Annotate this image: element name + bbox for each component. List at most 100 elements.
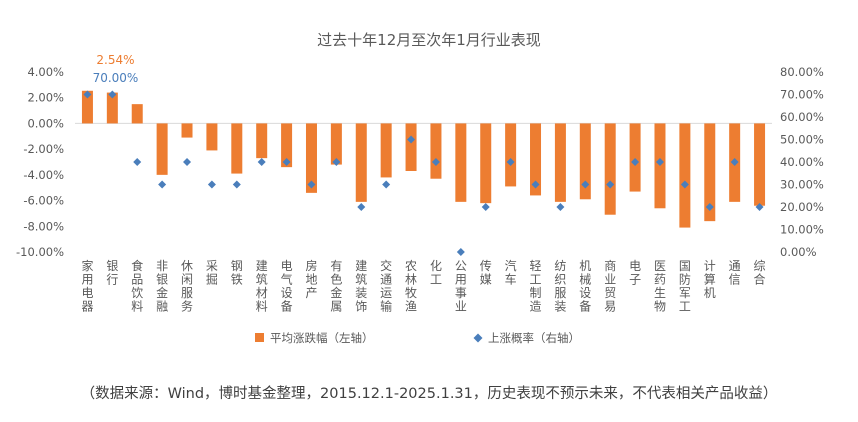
category-label: 农林牧渔 [405, 259, 417, 314]
point [382, 180, 391, 189]
point [207, 180, 216, 189]
category-label: 建筑材料 [256, 259, 268, 314]
point [556, 203, 565, 211]
legend-bar-label: 平均涨跌幅（左轴） [270, 331, 374, 345]
point [705, 203, 714, 211]
category-label: 采掘 [206, 259, 218, 287]
chart-svg: 过去十年12月至次年1月行业表现 -10.00% -8.00% -6.00% -4.0… [16, 31, 824, 345]
legend-point-label: 上涨概率（右轴） [488, 331, 580, 345]
legend: 平均涨跌幅（左轴） 上涨概率（右轴） [255, 331, 580, 345]
right-tick-label: 70.00% [780, 88, 824, 102]
point [83, 90, 92, 99]
data-label: 2.54% [96, 53, 134, 67]
point [158, 180, 167, 189]
point [431, 158, 440, 166]
bar [629, 123, 641, 192]
right-tick-label: 80.00% [780, 65, 824, 79]
category-label: 化工 [430, 259, 442, 287]
point [755, 203, 764, 211]
bar-series [75, 90, 772, 228]
category-label: 纺织服装 [554, 259, 566, 314]
category-label: 家用电器 [81, 258, 93, 314]
category-label: 食品饮料 [131, 258, 143, 314]
point [183, 158, 192, 166]
point [531, 180, 540, 189]
category-label: 有色金属 [330, 259, 342, 314]
legend-bar-swatch [255, 333, 264, 342]
left-tick-label: 2.00% [27, 91, 64, 105]
category-label: 计算机 [704, 259, 716, 300]
point [581, 180, 590, 189]
category-label: 综合 [754, 259, 766, 287]
bar [604, 123, 616, 215]
right-tick-label: 10.00% [780, 223, 824, 237]
category-label: 交通运输 [380, 258, 392, 314]
bar [554, 123, 566, 202]
bar [754, 123, 766, 206]
left-tick-label: 0.00% [27, 116, 64, 130]
bar [281, 123, 293, 168]
category-label: 电子 [629, 259, 641, 287]
category-label: 医药生物 [654, 259, 666, 314]
left-tick-label: -10.00% [16, 245, 64, 259]
category-label: 汽车 [505, 258, 517, 287]
left-tick-label: -2.00% [23, 142, 64, 156]
point [407, 135, 416, 144]
bar [106, 92, 118, 124]
bar [505, 123, 517, 187]
bar [256, 123, 268, 159]
point [456, 248, 465, 256]
bar [181, 123, 193, 138]
point-series [83, 90, 764, 256]
right-tick-label: 40.00% [780, 155, 824, 169]
point [631, 158, 640, 166]
bar [405, 123, 417, 171]
bar [81, 90, 93, 124]
right-axis: 0.00% 10.00% 20.00% 30.00% 40.00% 50.00% 60.00… [780, 65, 824, 259]
bar [480, 123, 492, 204]
category-label: 钢铁 [231, 259, 243, 287]
category-label: 传媒 [480, 258, 492, 287]
category-label: 非银金融 [156, 259, 168, 314]
bar [679, 123, 691, 228]
bar [455, 123, 467, 202]
category-label: 国防军工 [679, 259, 691, 314]
point [108, 90, 117, 99]
left-axis: -10.00% -8.00% -6.00% -4.00% -2.00% 0.00% 2.00… [16, 65, 64, 259]
point [680, 180, 689, 189]
right-tick-label: 30.00% [780, 178, 824, 192]
left-tick-label: -8.00% [23, 219, 64, 233]
point [655, 158, 664, 166]
point [133, 158, 142, 166]
point [257, 158, 266, 166]
category-label: 商业贸易 [604, 258, 616, 314]
right-tick-label: 60.00% [780, 110, 824, 124]
point [506, 158, 515, 166]
point [606, 180, 615, 189]
left-tick-label: -4.00% [23, 168, 64, 182]
bar [231, 123, 243, 174]
data-label: 70.00% [93, 71, 139, 85]
bar [530, 123, 542, 196]
bar [380, 123, 392, 178]
point [357, 203, 366, 211]
point [481, 203, 490, 211]
source-note: （数据来源：Wind，博时基金整理，2015.12.1-2025.1.31，历史… [80, 386, 778, 402]
bar [305, 123, 317, 193]
bar [579, 123, 591, 200]
category-label: 休闲服务 [181, 259, 193, 314]
right-tick-label: 20.00% [780, 200, 824, 214]
bar [131, 104, 143, 124]
point [232, 180, 241, 189]
category-label: 电气设备 [281, 259, 293, 314]
bar [704, 123, 716, 222]
annotations: 2.54% 70.00% [93, 53, 139, 85]
bar [430, 123, 442, 179]
point [730, 158, 739, 166]
category-label: 通信 [729, 259, 741, 287]
chart-title: 过去十年12月至次年1月行业表现 [317, 31, 541, 49]
left-tick-label: 4.00% [27, 65, 64, 79]
bar [330, 123, 342, 165]
category-label: 房地产 [305, 258, 317, 300]
